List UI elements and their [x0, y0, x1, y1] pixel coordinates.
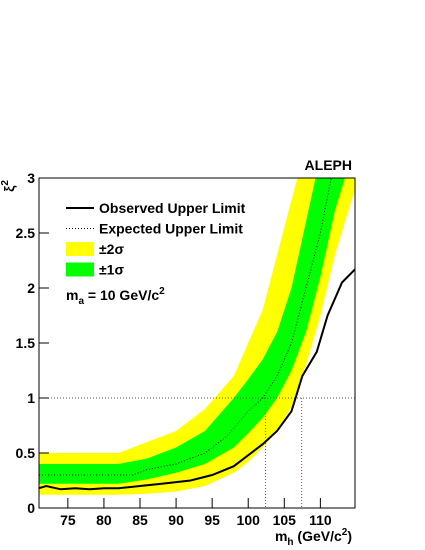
experiment-label: ALEPH: [305, 157, 352, 173]
x-tick-label: 110: [309, 512, 332, 528]
y-tick-label: 0.5: [16, 445, 36, 461]
annotation-part: 2: [159, 286, 165, 297]
x-tick-label: 100: [237, 512, 261, 528]
legend-swatch: [66, 242, 94, 256]
x-tick-label: 105: [273, 512, 297, 528]
x-tick-label: 95: [204, 512, 220, 528]
y-label-part: ξ: [1, 185, 17, 192]
annotation-part: m: [66, 287, 78, 303]
annotation-part: a: [78, 296, 84, 307]
legend: Observed Upper Limit Expected Upper Limit…: [66, 200, 246, 278]
y-tick-label: 1.5: [16, 335, 36, 351]
x-axis-label: mh (GeV/c2): [275, 527, 352, 548]
observed-line: [39, 268, 355, 491]
x-tick-label: 80: [96, 512, 112, 528]
y-tick-label: 2.5: [16, 225, 36, 241]
y-tick-label: 3: [27, 170, 35, 186]
y-tick-label: 0: [27, 500, 35, 516]
x-label-part: 2: [342, 527, 348, 538]
bands: [39, 178, 355, 495]
x-tick-label: 75: [60, 512, 76, 528]
lines: [39, 178, 355, 508]
y-tick-label: 2: [27, 280, 35, 296]
band: [39, 178, 345, 484]
legend-label: Observed Upper Limit: [99, 200, 246, 216]
y-label-part: 2: [0, 180, 11, 186]
annotation: ma = 10 GeV/c2: [66, 286, 165, 307]
legend-label: ±1σ: [99, 262, 124, 278]
x-label-part: h: [287, 537, 293, 548]
y-axis-label: ξ2: [0, 180, 17, 192]
x-label-part: ): [347, 528, 352, 544]
axes: 75 80 85 90 95 100 105 110 0 0.5 1 1.5 2 2.5 3: [16, 170, 332, 528]
x-tick-label: 90: [168, 512, 184, 528]
annotation-part: = 10 GeV/c: [84, 287, 159, 303]
band: [39, 178, 355, 495]
legend-label: ±2σ: [99, 241, 124, 257]
legend-swatch: [66, 262, 94, 277]
y-tick-label: 1: [27, 390, 35, 406]
x-label-part: m: [275, 528, 287, 544]
x-label-part: (GeV/c: [294, 528, 342, 544]
legend-label: Expected Upper Limit: [99, 221, 243, 237]
x-tick-label: 85: [132, 512, 148, 528]
